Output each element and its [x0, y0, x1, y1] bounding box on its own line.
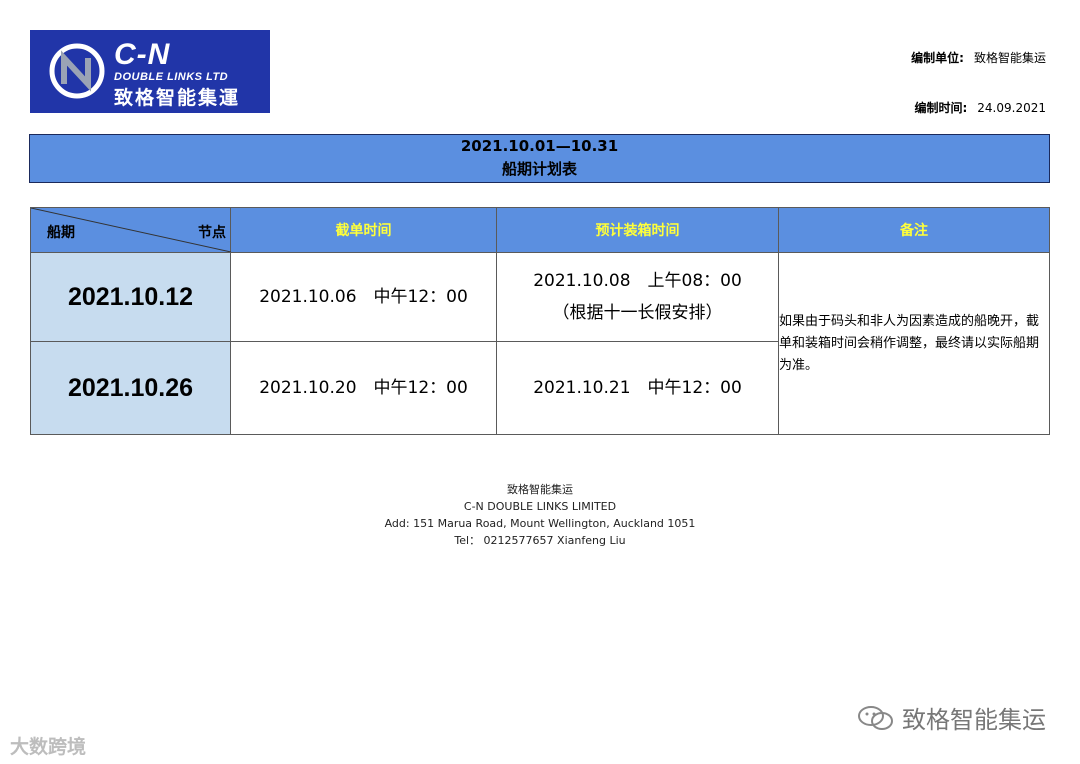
loading-time-value: 2021.10.08 上午08：00 [533, 271, 742, 291]
footer-company-cn: 致格智能集运 [507, 483, 573, 496]
watermark-left-text: 大数跨境 [10, 736, 87, 758]
watermark-right-text: 致格智能集运 [902, 706, 1046, 734]
watermark-left: 大数跨境 [10, 732, 86, 759]
cn-logo-icon [49, 43, 105, 99]
loading-time-note: （根据十一长假安排） [552, 303, 723, 323]
cutoff-time: 2021.10.20 中午12：00 [230, 341, 497, 435]
banner-title: 船期计划表 [501, 160, 577, 178]
schedule-table: 船期 节点 截单时间 预计装箱时间 备注 2021.10.12 2021.10.… [30, 207, 1050, 435]
compiled-by: 编制单位: 致格智能集运 [911, 49, 1046, 66]
footer-address: Add: 151 Marua Road, Mount Wellington, A… [384, 517, 696, 530]
header-node-label: 节点 [198, 225, 226, 241]
logo-chinese-name: 致格智能集運 [114, 87, 241, 109]
banner-period: 2021.10.01—10.31 [460, 137, 619, 155]
compiled-time-label: 编制时间: [914, 101, 968, 115]
wechat-icon [858, 705, 893, 730]
logo-subtitle: DOUBLE LINKS LTD [114, 71, 229, 83]
loading-time: 2021.10.08 上午08：00 （根据十一长假安排） [496, 252, 779, 342]
footer-contact: 致格智能集运 C-N DOUBLE LINKS LIMITED Add: 151… [0, 481, 1080, 549]
sailing-date: 2021.10.12 [30, 252, 231, 342]
loading-time: 2021.10.21 中午12：00 [496, 341, 779, 435]
table-header-row: 船期 节点 截单时间 预计装箱时间 备注 [30, 207, 1050, 253]
footer-company-en: C-N DOUBLE LINKS LIMITED [463, 500, 617, 513]
compiled-by-value: 致格智能集运 [973, 51, 1046, 65]
table-row: 2021.10.12 2021.10.06 中午12：00 2021.10.08… [30, 252, 1050, 435]
logo-brand: C-N [114, 38, 171, 71]
header-loading: 预计装箱时间 [496, 207, 779, 253]
table-row: 2021.10.26 2021.10.20 中午12：00 2021.10.21… [30, 341, 1050, 435]
schedule-banner: 2021.10.01—10.31 船期计划表 [29, 134, 1050, 183]
company-logo: C-N DOUBLE LINKS LTD 致格智能集運 [30, 30, 270, 113]
header-cutoff: 截单时间 [230, 207, 497, 253]
compiled-by-label: 编制单位: [911, 51, 964, 65]
remark-cell: 如果由于码头和非人为因素造成的船晚开，截单和装箱时间会稍作调整，最终请以实际船期… [778, 252, 1050, 435]
header-remark: 备注 [778, 207, 1050, 253]
sailing-date: 2021.10.26 [30, 341, 231, 435]
compiled-time-value: 24.09.2021 [977, 101, 1046, 115]
cutoff-time: 2021.10.06 中午12：00 [230, 252, 497, 342]
header-sailing-label: 船期 [47, 225, 75, 241]
watermark-right: 致格智能集运 [856, 700, 1046, 735]
compiled-time: 编制时间: 24.09.2021 [914, 99, 1046, 116]
diagonal-line [31, 208, 231, 252]
header-diagonal-cell: 船期 节点 [30, 207, 231, 253]
footer-phone: Tel： 0212577657 Xianfeng Liu [454, 534, 626, 547]
